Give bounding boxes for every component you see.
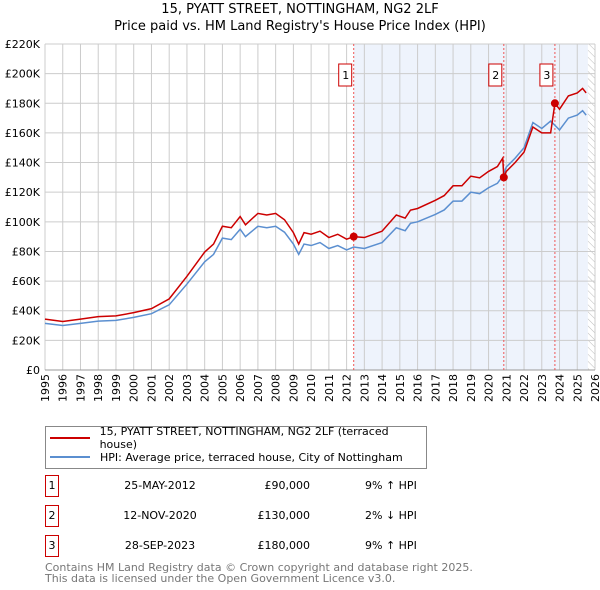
x-tick-label: 2001 — [145, 374, 158, 402]
sale-row: 1 25-MAY-2012 £90,000 9% ↑ HPI — [45, 475, 445, 497]
x-tick-label: 1999 — [110, 374, 123, 402]
y-tick-label: £120K — [5, 186, 41, 199]
sale-badge — [539, 63, 554, 87]
x-tick-label: 2000 — [128, 374, 141, 402]
x-tick-label: 2005 — [216, 374, 229, 402]
sale-badge-label: 3 — [543, 69, 550, 82]
x-tick-label: 2008 — [270, 374, 283, 402]
x-tick-label: 2009 — [287, 374, 300, 402]
y-tick-label: £200K — [5, 68, 41, 81]
y-tick-label: £80K — [12, 245, 41, 258]
sale-hpi-diff: 9% ↑ HPI — [365, 539, 417, 552]
x-tick-label: 2007 — [252, 374, 265, 402]
sale-badge — [338, 63, 353, 87]
footer-line-1: Contains HM Land Registry data © Crown c… — [45, 561, 473, 574]
x-tick-label: 2026 — [589, 374, 600, 402]
x-tick-label: 1995 — [39, 374, 52, 402]
x-tick-label: 2011 — [323, 374, 336, 402]
sale-price: £130,000 — [257, 509, 311, 522]
x-tick-label: 2016 — [412, 374, 425, 402]
y-tick-label: £140K — [5, 157, 41, 170]
x-tick-label: 2014 — [376, 374, 389, 402]
sale-date: 12-NOV-2020 — [123, 509, 197, 522]
legend-item-hpi: HPI: Average price, terraced house, City… — [50, 449, 403, 465]
x-tick-label: 1996 — [57, 374, 70, 402]
x-tick-label: 2002 — [163, 374, 176, 402]
x-tick-label: 2019 — [465, 374, 478, 402]
sale-date: 28-SEP-2023 — [124, 539, 196, 552]
sale-point — [499, 173, 508, 182]
legend-item-price: 15, PYATT STREET, NOTTINGHAM, NG2 2LF (t… — [50, 425, 426, 451]
x-tick-label: 2004 — [199, 374, 212, 402]
x-tick-label: 2022 — [518, 374, 531, 402]
sale-point — [550, 99, 559, 108]
x-tick-label: 2020 — [483, 374, 496, 402]
x-tick-label: 2025 — [571, 374, 584, 402]
y-tick-label: £40K — [12, 305, 41, 318]
x-tick-label: 2017 — [429, 374, 442, 402]
sale-point — [349, 232, 358, 241]
chart-title: 15, PYATT STREET, NOTTINGHAM, NG2 2LF — [161, 2, 439, 17]
x-tick-label: 2021 — [500, 374, 513, 402]
legend-label: HPI: Average price, terraced house, City… — [100, 450, 403, 464]
hatched-region — [587, 44, 595, 370]
y-tick-label: £220K — [5, 38, 41, 51]
x-tick-label: 2013 — [358, 374, 371, 402]
sale-badge-label: 1 — [342, 69, 349, 82]
y-tick-label: £180K — [5, 97, 41, 110]
chart-subtitle: Price paid vs. HM Land Registry's House … — [114, 19, 486, 34]
hpi-line — [44, 109, 587, 327]
x-tick-label: 1997 — [74, 374, 87, 402]
legend-swatch — [50, 437, 90, 439]
sale-hpi-diff: 2% ↓ HPI — [365, 509, 417, 522]
y-tick-label: £60K — [12, 275, 41, 288]
y-tick-label: £20K — [12, 334, 41, 347]
legend-swatch — [50, 456, 90, 458]
legend-label: 15, PYATT STREET, NOTTINGHAM, NG2 2LF (t… — [99, 425, 389, 451]
legend: 15, PYATT STREET, NOTTINGHAM, NG2 2LF (t… — [45, 425, 427, 469]
plot-area: 1995 1996 1997 1998 1999 2000 2001 2002 2003 2004… — [5, 38, 600, 402]
x-tick-label: 2018 — [447, 374, 460, 402]
y-tick-label: £100K — [5, 216, 41, 229]
sale-date: 25-MAY-2012 — [124, 479, 196, 492]
x-tick-label: 2024 — [554, 374, 567, 402]
price-line — [44, 87, 587, 323]
sale-number: 1 — [45, 475, 59, 497]
sale-price: £90,000 — [264, 479, 311, 492]
sale-hpi-diff: 9% ↑ HPI — [365, 479, 417, 492]
x-tick-label: 2012 — [341, 374, 354, 402]
sale-price: £180,000 — [257, 539, 311, 552]
sale-row: 2 12-NOV-2020 £130,000 2% ↓ HPI — [45, 505, 445, 527]
y-tick-label: £160K — [5, 127, 41, 140]
x-tick-label: 2010 — [305, 374, 318, 402]
sale-badge — [488, 63, 503, 87]
x-tick-label: 1998 — [92, 374, 105, 402]
x-tick-label: 2003 — [181, 374, 194, 402]
footer-line-2: This data is licensed under the Open Gov… — [45, 572, 396, 585]
sale-badge-label: 2 — [492, 69, 499, 82]
sale-row: 3 28-SEP-2023 £180,000 9% ↑ HPI — [45, 535, 445, 557]
sale-number: 2 — [45, 505, 59, 527]
footer: Contains HM Land Registry data © Crown c… — [45, 562, 473, 584]
y-tick-label: £0 — [26, 364, 40, 377]
x-tick-label: 2015 — [394, 374, 407, 402]
x-tick-label: 2023 — [536, 374, 549, 402]
sale-number: 3 — [45, 535, 59, 557]
x-tick-label: 2006 — [234, 374, 247, 402]
